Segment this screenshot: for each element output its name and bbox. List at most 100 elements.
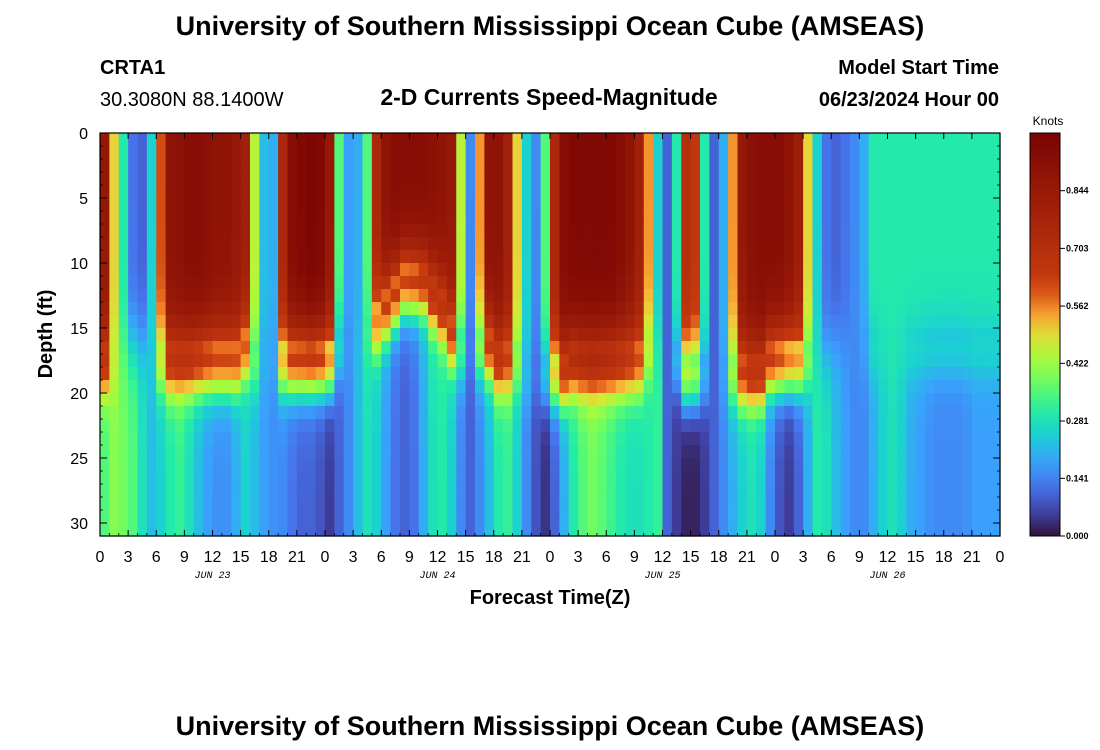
heatmap-cell (625, 406, 635, 420)
heatmap-cell (615, 172, 626, 186)
heatmap-cell (578, 380, 589, 394)
heatmap-cell (334, 497, 345, 511)
heatmap-cell (690, 458, 701, 472)
heatmap-cell (934, 432, 945, 446)
heatmap-cell (662, 406, 673, 420)
heatmap-cell (615, 471, 626, 485)
heatmap-cell (606, 315, 617, 329)
heatmap-cell (596, 172, 607, 186)
heatmap-cell (128, 146, 139, 160)
heatmap-cell (803, 250, 814, 264)
heatmap-cell (156, 380, 167, 394)
heatmap-cell (700, 432, 710, 446)
heatmap-cell (146, 341, 157, 355)
heatmap-cell (315, 497, 326, 511)
heatmap-cell (700, 419, 710, 433)
heatmap-cell (634, 432, 645, 446)
heatmap-cell (165, 146, 176, 160)
heatmap-cell (137, 328, 148, 342)
heatmap-cell (662, 432, 673, 446)
heatmap-cell (718, 315, 729, 329)
heatmap-cell (184, 341, 195, 355)
x-tick-label: 3 (349, 549, 358, 566)
heatmap-cell (531, 484, 542, 498)
heatmap-cell (259, 211, 270, 225)
heatmap-cell (559, 406, 570, 420)
heatmap-cell (456, 276, 467, 290)
heatmap-cell (896, 263, 907, 277)
heatmap-cell (362, 315, 373, 329)
heatmap-cell (231, 419, 242, 433)
heatmap-cell (221, 146, 232, 160)
heatmap-cell (531, 146, 542, 160)
heatmap-cell (250, 172, 260, 186)
heatmap-cell (531, 237, 542, 251)
heatmap-cell (625, 523, 635, 537)
heatmap-cell (690, 276, 701, 290)
heatmap-cell (840, 458, 851, 472)
heatmap-cell (250, 211, 260, 225)
heatmap-cell (287, 263, 298, 277)
heatmap-cell (925, 510, 935, 524)
heatmap-cell (259, 133, 270, 147)
heatmap-cell (559, 510, 570, 524)
heatmap-cell (606, 211, 617, 225)
heatmap-cell (990, 159, 1001, 173)
heatmap-cell (315, 367, 326, 381)
heatmap-cell (868, 289, 879, 303)
heatmap-cell (915, 393, 926, 407)
heatmap-cell (475, 484, 485, 498)
heatmap-cell (625, 328, 635, 342)
heatmap-cell (512, 211, 523, 225)
heatmap-cell (475, 497, 485, 511)
heatmap-cell (428, 198, 439, 212)
heatmap-cell (381, 406, 392, 420)
heatmap-cell (306, 471, 317, 485)
heatmap-cell (578, 510, 589, 524)
heatmap-cell (812, 471, 823, 485)
heatmap-cell (371, 432, 382, 446)
heatmap-cell (203, 263, 214, 277)
heatmap-cell (681, 341, 692, 355)
heatmap-cell (484, 302, 495, 316)
heatmap-cell (137, 224, 148, 238)
heatmap-cell (709, 159, 720, 173)
heatmap-cell (165, 445, 176, 459)
heatmap-cell (493, 354, 504, 368)
heatmap-cell (812, 146, 823, 160)
heatmap-cell (165, 133, 176, 147)
heatmap-cell (887, 172, 898, 186)
heatmap-cell (737, 393, 748, 407)
heatmap-cell (568, 146, 579, 160)
heatmap-cell (362, 159, 373, 173)
heatmap-cell (850, 315, 860, 329)
heatmap-cell (587, 250, 598, 264)
heatmap-cell (137, 367, 148, 381)
heatmap-cell (784, 198, 795, 212)
heatmap-cell (718, 276, 729, 290)
heatmap-cell (690, 302, 701, 316)
heatmap-cell (400, 276, 410, 290)
heatmap-cell (259, 432, 270, 446)
heatmap-cell (868, 133, 879, 147)
heatmap-cell (259, 159, 270, 173)
heatmap-cell (268, 497, 279, 511)
heatmap-cell (906, 406, 917, 420)
heatmap-cell (746, 393, 757, 407)
heatmap-cell (812, 328, 823, 342)
heatmap-cell (971, 484, 982, 498)
heatmap-cell (278, 263, 289, 277)
heatmap-cell (268, 328, 279, 342)
heatmap-cell (559, 250, 570, 264)
heatmap-cell (390, 289, 401, 303)
heatmap-cell (250, 146, 260, 160)
heatmap-cell (962, 302, 973, 316)
heatmap-cell (925, 471, 935, 485)
heatmap-cell (287, 445, 298, 459)
heatmap-cell (925, 315, 935, 329)
heatmap-cell (428, 276, 439, 290)
heatmap-cell (587, 146, 598, 160)
heatmap-cell (662, 185, 673, 199)
heatmap-cell (681, 523, 692, 537)
heatmap-cell (578, 367, 589, 381)
